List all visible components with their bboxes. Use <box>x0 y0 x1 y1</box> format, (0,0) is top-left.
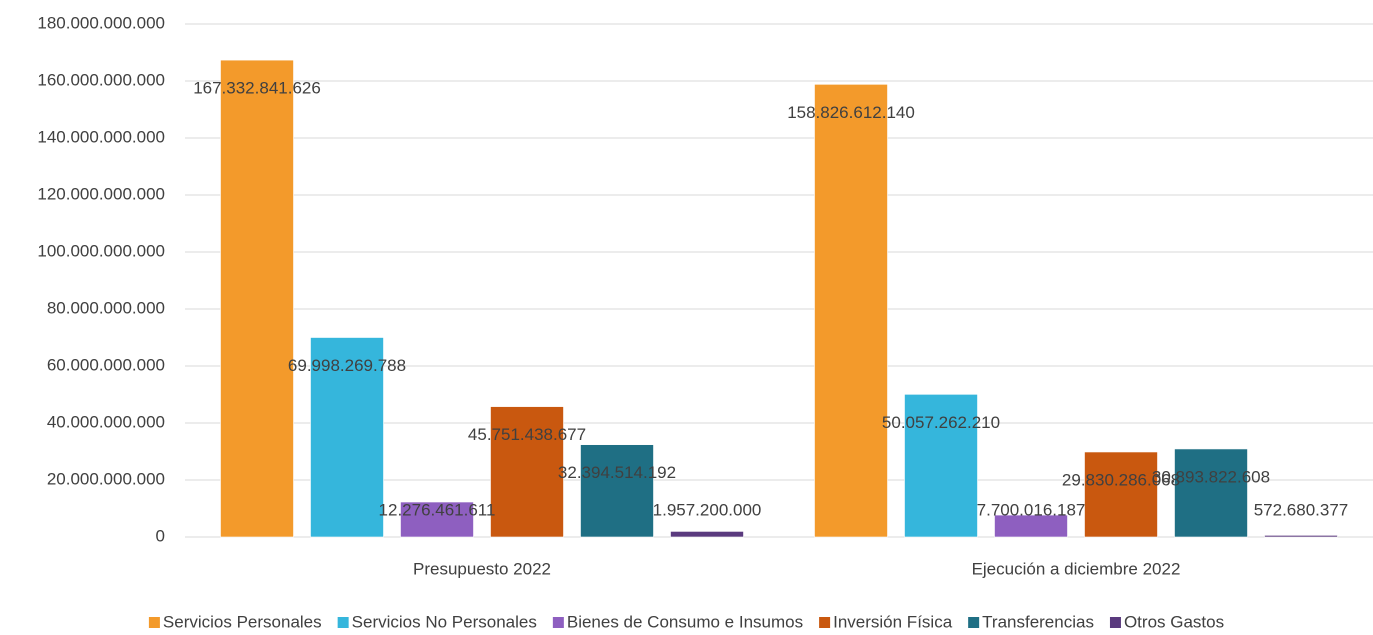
data-label: 45.751.438.677 <box>468 425 586 444</box>
legend-swatch <box>968 617 980 628</box>
y-tick-label: 140.000.000.000 <box>37 127 165 146</box>
bar <box>580 444 654 538</box>
legend-label: Inversión Física <box>833 612 953 631</box>
bar <box>994 514 1068 538</box>
bar <box>1264 535 1338 538</box>
legend-swatch <box>337 617 349 628</box>
legend-swatch <box>1109 617 1121 628</box>
y-tick-label: 40.000.000.000 <box>47 412 165 431</box>
y-tick-label: 0 <box>156 526 165 545</box>
data-label: 158.826.612.140 <box>787 103 915 122</box>
data-label: 50.057.262.210 <box>882 413 1000 432</box>
y-tick-label: 180.000.000.000 <box>37 13 165 32</box>
y-tick-label: 160.000.000.000 <box>37 70 165 89</box>
y-tick-label: 60.000.000.000 <box>47 355 165 374</box>
bar <box>220 59 294 538</box>
y-tick-label: 100.000.000.000 <box>37 241 165 260</box>
legend-label: Bienes de Consumo e Insumos <box>567 612 803 631</box>
legend-label: Transferencias <box>982 612 1094 631</box>
data-label: 1.957.200.000 <box>653 500 762 519</box>
bar <box>670 531 744 538</box>
y-tick-label: 80.000.000.000 <box>47 298 165 317</box>
data-label: 32.394.514.192 <box>558 463 676 482</box>
legend-swatch <box>148 617 160 628</box>
data-label: 30.893.822.608 <box>1152 467 1270 486</box>
x-tick-label: Presupuesto 2022 <box>413 559 551 578</box>
legend-swatch <box>819 617 831 628</box>
legend: Servicios Personales Servicios No Persona… <box>148 612 1224 631</box>
legend-label: Otros Gastos <box>1124 612 1224 631</box>
legend-swatch <box>552 617 564 628</box>
data-label: 69.998.269.788 <box>288 356 406 375</box>
y-tick-label: 20.000.000.000 <box>47 469 165 488</box>
bar <box>1084 451 1158 538</box>
bar <box>400 501 474 538</box>
data-label: 29.830.286.068 <box>1062 470 1180 489</box>
bar <box>814 84 888 538</box>
data-label: 572.680.377 <box>1254 500 1349 519</box>
bar <box>1174 448 1248 538</box>
y-tick-label: 120.000.000.000 <box>37 184 165 203</box>
data-label: 12.276.461.611 <box>379 500 496 519</box>
x-tick-label: Ejecución a diciembre 2022 <box>972 559 1181 578</box>
data-label: 7.700.016.187 <box>977 500 1086 519</box>
legend-label: Servicios Personales <box>163 612 322 631</box>
data-label: 167.332.841.626 <box>193 79 321 98</box>
bar <box>490 406 564 538</box>
bar <box>904 394 978 538</box>
bar <box>310 337 384 538</box>
legend-label: Servicios No Personales <box>352 612 537 631</box>
